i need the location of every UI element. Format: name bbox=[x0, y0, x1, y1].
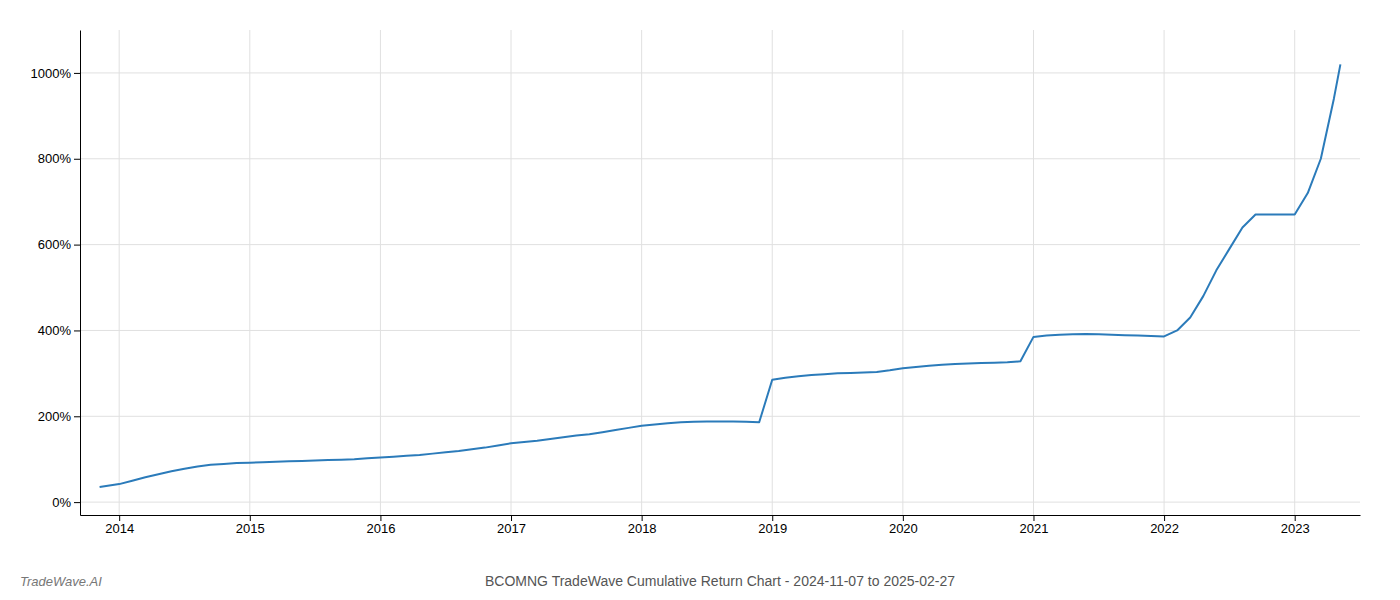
x-tick-label: 2021 bbox=[1020, 521, 1049, 536]
grid bbox=[80, 30, 1360, 515]
x-grid-line bbox=[380, 30, 381, 515]
x-grid-line bbox=[511, 30, 512, 515]
y-tick-label: 1000% bbox=[31, 66, 72, 81]
y-tick-label: 800% bbox=[38, 151, 72, 166]
x-tick-mark bbox=[250, 515, 251, 521]
x-tick-mark bbox=[642, 515, 643, 521]
x-tick-mark bbox=[903, 515, 904, 521]
y-tick-label: 200% bbox=[38, 409, 72, 424]
chart: 2014 2015 2016 2017 2018 2019 2020 2021 2022 2023… bbox=[0, 0, 1400, 600]
y-tick: 400% bbox=[38, 323, 80, 338]
y-tick-label: 600% bbox=[38, 237, 72, 252]
x-tick-label: 2017 bbox=[497, 521, 526, 536]
y-tick: 800% bbox=[38, 151, 80, 166]
x-tick-label: 2015 bbox=[236, 521, 265, 536]
y-tick-mark bbox=[74, 73, 80, 74]
x-tick: 2014 bbox=[105, 515, 134, 536]
title: BCOMNG TradeWave Cumulative Return Chart… bbox=[485, 573, 955, 589]
x-tick: 2022 bbox=[1150, 515, 1179, 536]
y-tick-label: 0% bbox=[52, 495, 71, 510]
x-axis-line bbox=[81, 515, 1361, 516]
x-grid-line bbox=[772, 30, 773, 515]
x-tick-mark bbox=[1295, 515, 1296, 521]
y-tick-label: 400% bbox=[38, 323, 72, 338]
x-tick-label: 2018 bbox=[628, 521, 657, 536]
x-tick-label: 2014 bbox=[105, 521, 134, 536]
y-tick-mark bbox=[74, 416, 80, 417]
y-tick: 200% bbox=[38, 409, 80, 424]
y-tick-mark bbox=[74, 502, 80, 503]
x-tick: 2017 bbox=[497, 515, 526, 536]
x-grid-line bbox=[902, 30, 903, 515]
x-tick: 2020 bbox=[889, 515, 918, 536]
x-tick-mark bbox=[511, 515, 512, 521]
x-grid-line bbox=[1164, 30, 1165, 515]
x-tick: 2021 bbox=[1020, 515, 1049, 536]
plot-area bbox=[100, 64, 1341, 487]
y-tick: 1000% bbox=[31, 66, 80, 81]
x-tick-mark bbox=[772, 515, 773, 521]
x-tick-mark bbox=[119, 515, 120, 521]
x-tick-label: 2022 bbox=[1150, 521, 1179, 536]
x-tick-label: 2020 bbox=[889, 521, 918, 536]
x-grid-line bbox=[249, 30, 250, 515]
y-grid-line bbox=[80, 416, 1360, 417]
x-axis: 2014 2015 2016 2017 2018 2019 2020 2021 2022 2023 bbox=[81, 515, 1361, 536]
x-tick: 2018 bbox=[628, 515, 657, 536]
line bbox=[100, 64, 1341, 487]
y-grid-line bbox=[80, 502, 1360, 503]
x-tick-mark bbox=[1033, 515, 1034, 521]
x-tick-label: 2019 bbox=[758, 521, 787, 536]
y-grid-line bbox=[80, 72, 1360, 73]
x-grid-line bbox=[1033, 30, 1034, 515]
y-tick: 600% bbox=[38, 237, 80, 252]
x-tick: 2019 bbox=[758, 515, 787, 536]
y-grid-line bbox=[80, 244, 1360, 245]
y-tick: 0% bbox=[52, 495, 80, 510]
x-tick: 2015 bbox=[236, 515, 265, 536]
y-tick-mark bbox=[74, 245, 80, 246]
y-axis-line bbox=[80, 31, 81, 516]
y-grid-line bbox=[80, 158, 1360, 159]
y-tick-mark bbox=[74, 159, 80, 160]
x-tick: 2023 bbox=[1281, 515, 1310, 536]
y-grid-line bbox=[80, 330, 1360, 331]
x-grid-line bbox=[641, 30, 642, 515]
x-tick-label: 2023 bbox=[1281, 521, 1310, 536]
x-tick-mark bbox=[380, 515, 381, 521]
x-tick-label: 2016 bbox=[366, 521, 395, 536]
y-tick-mark bbox=[74, 330, 80, 331]
y-axis: 0% 200% 400% 600% 800% 1000% bbox=[31, 31, 81, 516]
x-tick-mark bbox=[1164, 515, 1165, 521]
x-grid-line bbox=[119, 30, 120, 515]
watermark: TradeWave.AI bbox=[20, 574, 102, 589]
x-grid-line bbox=[1294, 30, 1295, 515]
x-tick: 2016 bbox=[366, 515, 395, 536]
